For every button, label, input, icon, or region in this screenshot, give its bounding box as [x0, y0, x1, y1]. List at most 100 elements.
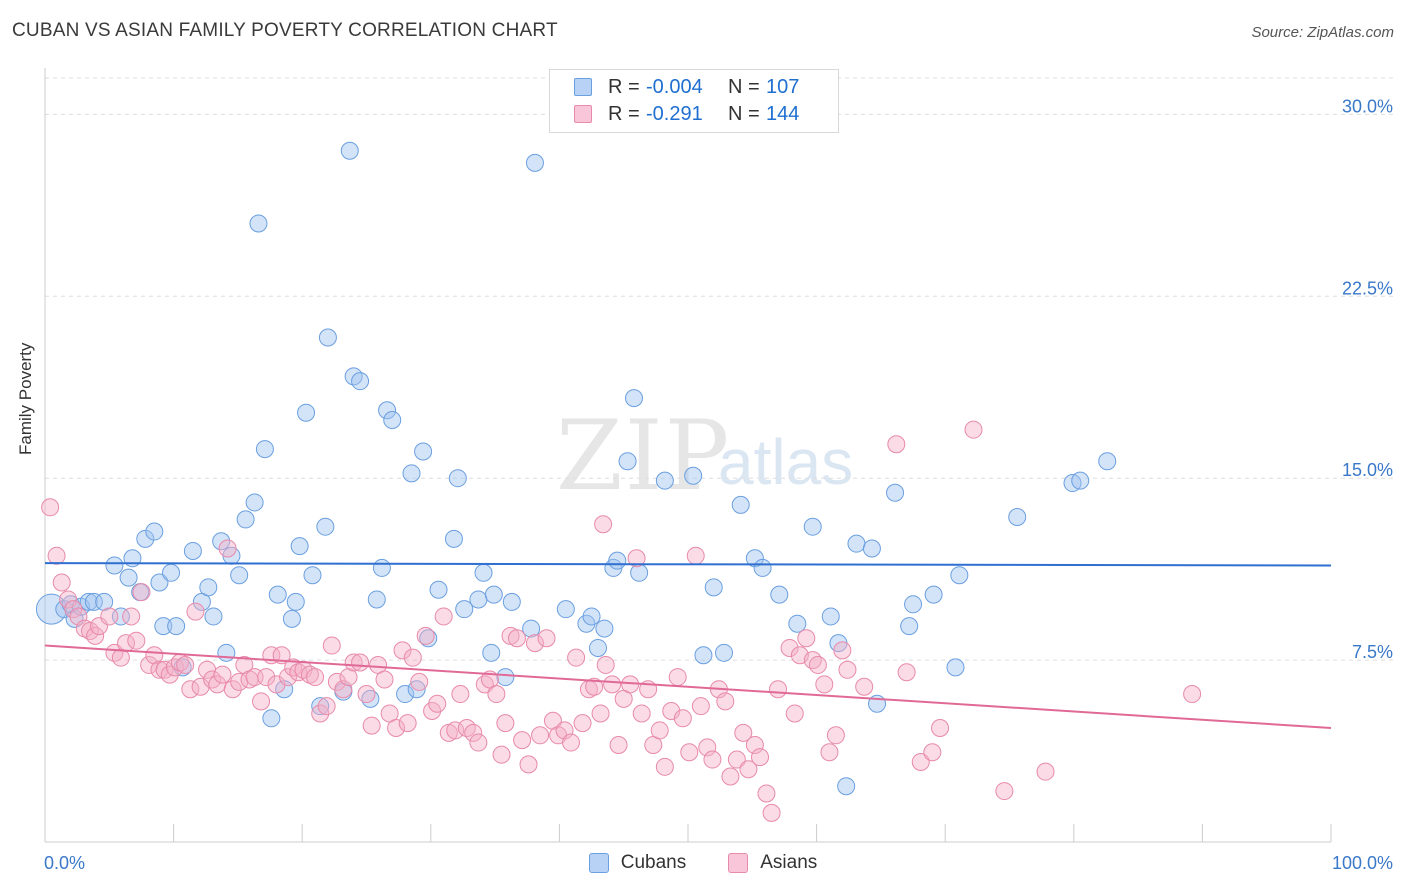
legend-swatch-cubans	[588, 853, 609, 873]
asian-point	[47, 546, 66, 565]
legend-label-asians: Asians	[760, 852, 818, 873]
cuban-point	[1008, 507, 1027, 526]
cuban-point	[745, 549, 764, 568]
asian-point	[203, 670, 222, 689]
asian-point	[357, 685, 376, 704]
cuban-point	[753, 558, 772, 577]
cuban-point	[788, 614, 807, 633]
asian-point	[464, 723, 483, 742]
cuban-point	[444, 529, 463, 548]
y-axis-label: Family Poverty	[16, 342, 35, 455]
source-label: Source: ZipAtlas.com	[1251, 24, 1394, 41]
asian-point	[780, 638, 799, 657]
asian-point	[1036, 762, 1055, 781]
cuban-point	[230, 566, 249, 585]
cuban-point	[715, 643, 734, 662]
asian-point	[145, 646, 164, 665]
cuban-point	[162, 563, 181, 582]
asian-point	[52, 573, 71, 592]
asian-point	[127, 631, 146, 650]
asian-point	[698, 738, 717, 757]
y-tick-label: 7.5%	[1352, 642, 1393, 662]
asian-point	[257, 668, 276, 687]
asian-point	[267, 675, 286, 694]
watermark-atlas: atlas	[718, 426, 854, 498]
asian-point	[662, 702, 681, 721]
asian-point	[627, 549, 646, 568]
asian-point	[911, 752, 930, 771]
cuban-point	[217, 643, 236, 662]
asian-point	[655, 757, 674, 776]
asian-point	[344, 653, 363, 672]
cuban-point	[119, 568, 138, 587]
asian-point	[897, 663, 916, 682]
asian-point	[721, 767, 740, 786]
cuban-point	[372, 558, 391, 577]
legend-row-cubans: R = -0.004 N = 107	[574, 75, 799, 99]
cuban-point	[199, 578, 218, 597]
asian-point	[727, 750, 746, 769]
asian-point	[475, 675, 494, 694]
legend-item-asians[interactable]: Asians	[728, 852, 817, 874]
asian-point	[531, 726, 550, 745]
cuban-point	[803, 517, 822, 536]
cuban-point	[378, 401, 397, 420]
asian-point	[507, 629, 526, 648]
asian-point	[815, 675, 834, 694]
asian-point	[334, 680, 353, 699]
cuban-point	[655, 471, 674, 490]
asian-point	[668, 668, 687, 687]
asian-point	[469, 733, 488, 752]
cuban-point	[694, 646, 713, 665]
cuban-point	[684, 466, 703, 485]
asian-point	[632, 704, 651, 723]
legend-swatch-asians	[728, 853, 749, 873]
cuban-point	[318, 328, 337, 347]
cuban-point	[946, 658, 965, 677]
asian-point	[181, 680, 200, 699]
cuban-point	[35, 593, 67, 625]
asian-point	[762, 803, 781, 822]
asian-point	[808, 655, 827, 674]
legend-swatch-asians	[574, 105, 592, 123]
asian-point	[751, 748, 770, 767]
asian-point	[327, 672, 346, 691]
cuban-point	[212, 532, 231, 551]
asian-point	[739, 760, 758, 779]
cuban-point	[448, 469, 467, 488]
asian-point	[543, 711, 562, 730]
legend-r-value-cubans: -0.004	[646, 75, 703, 98]
cuban-point	[588, 638, 607, 657]
asian-point	[585, 677, 604, 696]
cuban-point	[383, 410, 402, 429]
asian-point	[289, 663, 308, 682]
asian-point	[351, 653, 370, 672]
asian-point	[596, 655, 615, 674]
asian-point	[75, 619, 94, 638]
stats-legend: R = -0.004 N = 107 R = -0.291 N = 144	[549, 69, 839, 133]
asian-point	[855, 677, 874, 696]
asian-point	[603, 675, 622, 694]
cuban-point	[608, 551, 627, 570]
legend-swatch-cubans	[574, 78, 592, 96]
cuban-point	[502, 592, 521, 611]
cuban-point	[429, 580, 448, 599]
asian-point	[387, 719, 406, 738]
cuban-point	[167, 617, 186, 636]
legend-n-value-asians: 144	[766, 102, 800, 125]
cuban-point	[236, 510, 255, 529]
asian-point	[434, 607, 453, 626]
asian-point	[686, 546, 705, 565]
cuban-point	[618, 452, 637, 471]
asian-point	[650, 721, 669, 740]
cuban-point	[595, 619, 614, 638]
asian-point	[492, 745, 511, 764]
legend-item-cubans[interactable]: Cubans	[588, 852, 686, 874]
cuban-point	[556, 600, 575, 619]
cuban-point	[297, 403, 316, 422]
cuban-point	[414, 442, 433, 461]
cuban-point	[396, 685, 415, 704]
asian-point	[803, 651, 822, 670]
asian-point	[964, 420, 983, 439]
asian-point	[150, 660, 169, 679]
